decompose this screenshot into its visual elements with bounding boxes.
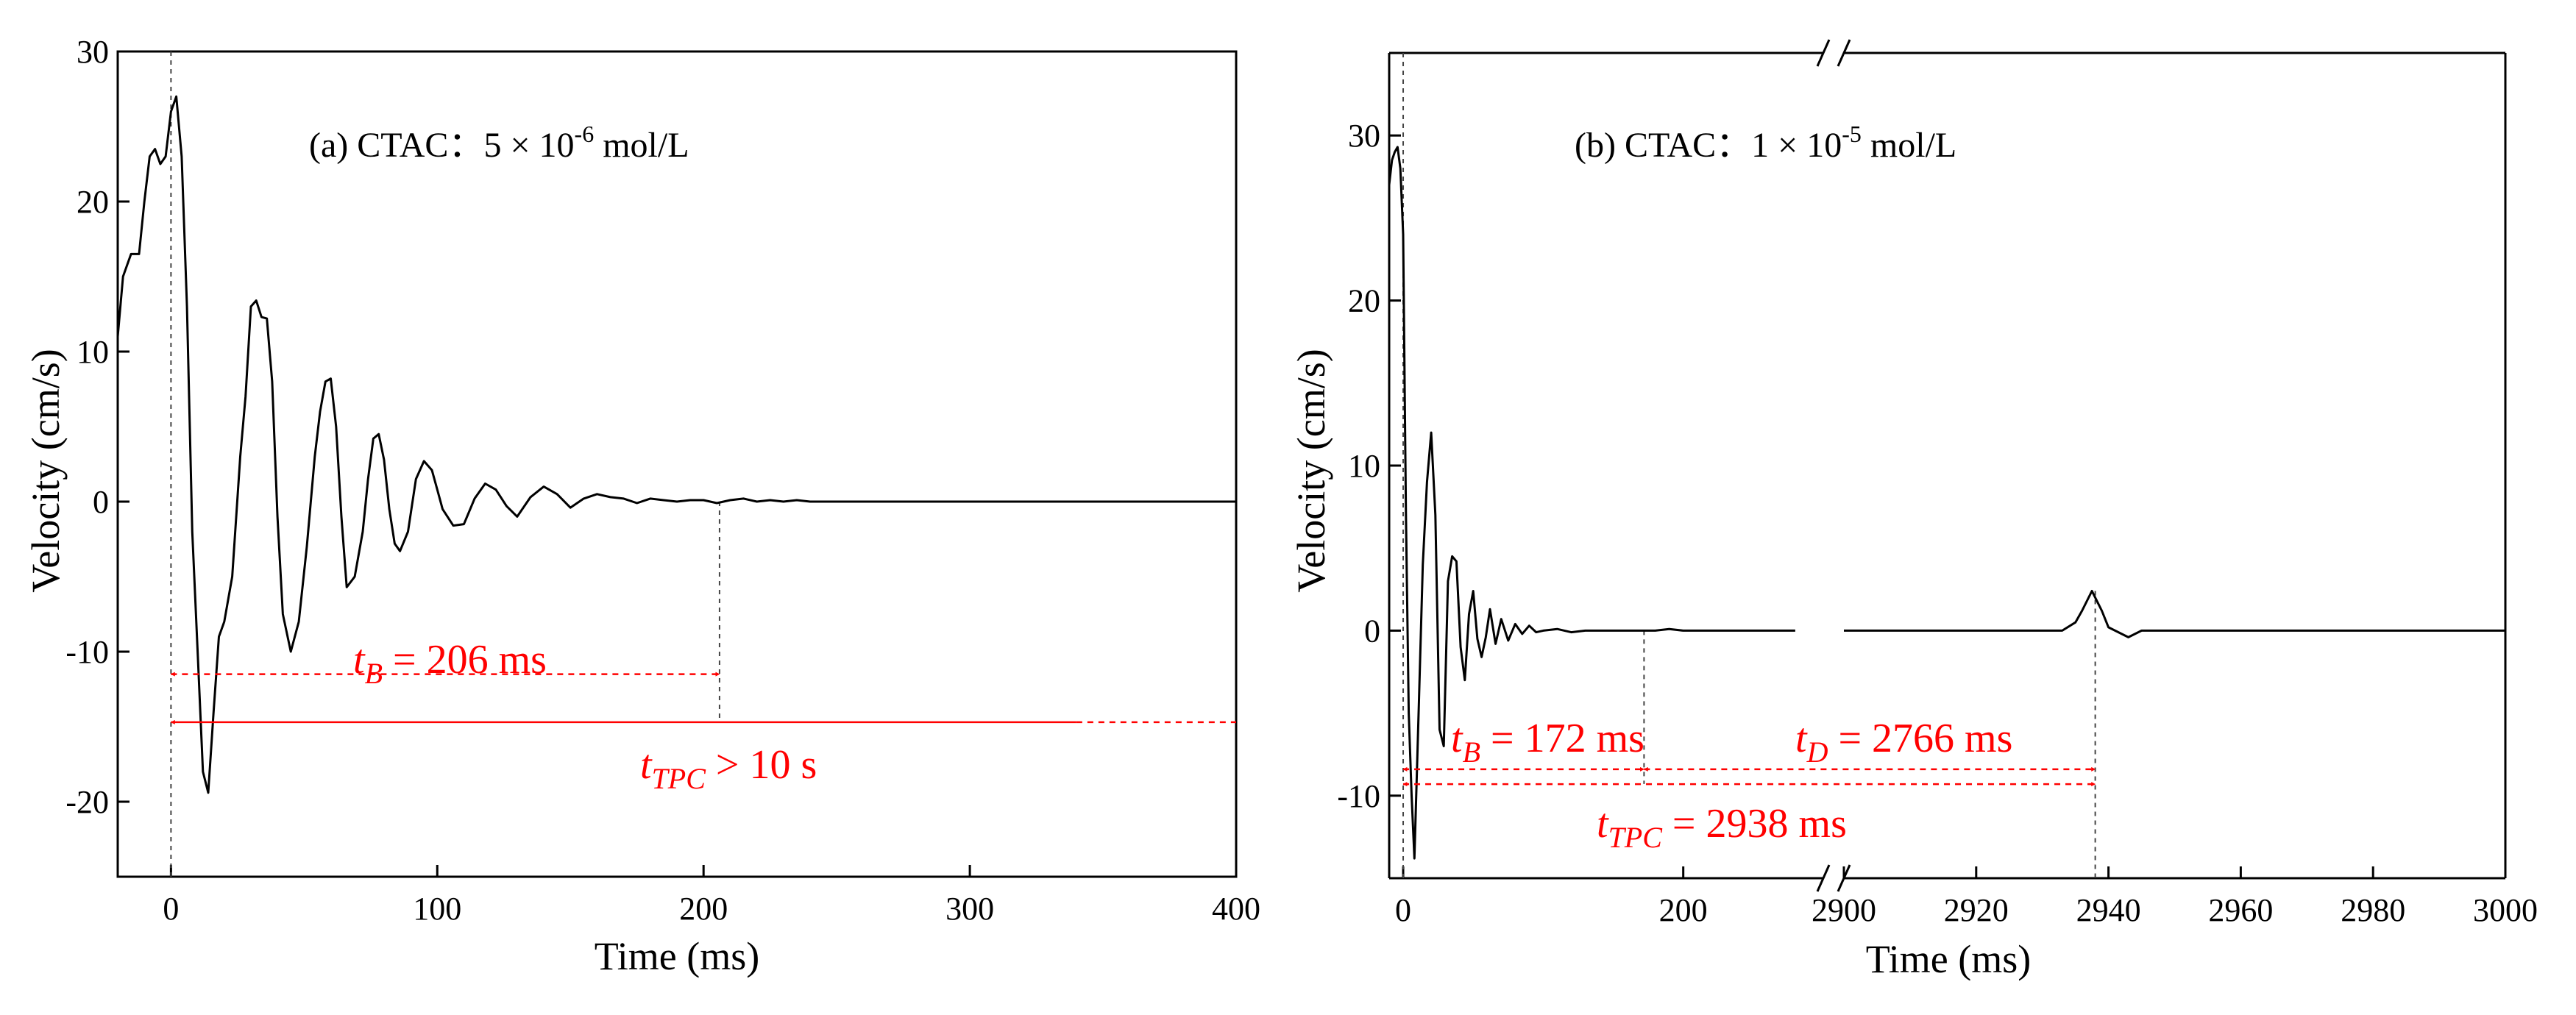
- panel-a-y-axis-title: Velocity (cm/s): [24, 349, 68, 592]
- axis-break-mark-top-1: [1816, 39, 1831, 67]
- panel-b-x-tick-label: 2960: [2208, 892, 2273, 928]
- panel-b-x-tick-label: 2980: [2341, 892, 2405, 928]
- panel-a-x-tick-label: 0: [163, 891, 179, 927]
- panel-b-y-axis-title: Velocity (cm/s): [1289, 349, 1333, 592]
- panel-b-x-tick-label: 2940: [2076, 892, 2141, 928]
- panel-b-x-tick-label: 200: [1659, 892, 1708, 928]
- panel-a-velocity-trace: [116, 95, 1236, 794]
- panel-a-x-tick-label: 200: [679, 891, 728, 927]
- panel-a-x-tick-label: 100: [413, 891, 461, 927]
- panel-b-td-label: tD = 2766 ms: [1795, 716, 2012, 769]
- panel-b-y-tick-label: 30: [1348, 118, 1380, 154]
- panel-a-x-axis-title: Time (ms): [595, 934, 760, 978]
- panel-b-x-tick-label: 0: [1395, 892, 1411, 928]
- panel-a-x-tick-label: 400: [1212, 891, 1260, 927]
- panel-b-tpc-label: tTPC = 2938 ms: [1597, 801, 1847, 854]
- axis-break-mark-bottom-1: [1816, 864, 1831, 892]
- panel-b-y-tick-label: 0: [1364, 613, 1380, 649]
- panel-a-y-tick-label: -20: [65, 784, 109, 820]
- panel-a-y-tick-label: 20: [77, 184, 109, 220]
- panel-a-x-tick-label: 300: [945, 891, 994, 927]
- panel-b-x-tick-label: 3000: [2473, 892, 2538, 928]
- panel-b-title: (b) CTAC：1 × 10-5 mol/L: [1575, 121, 1956, 165]
- panel-b-y-tick-label: -10: [1337, 778, 1380, 814]
- panel-b-tb-label: tB = 172 ms: [1451, 716, 1644, 769]
- panel-a-plot-frame: [116, 50, 1238, 878]
- panel-b-x-axis-title: Time (ms): [1866, 937, 2032, 981]
- panel-a-tpc-label: tTPC > 10 s: [640, 742, 817, 795]
- axis-break-mark-top-2: [1837, 39, 1851, 67]
- panel-b-x-tick-label: 2920: [1944, 892, 2009, 928]
- panel-a-y-tick-label: 10: [77, 334, 109, 370]
- panel-b-y-tick-label: 10: [1348, 448, 1380, 484]
- panel-a-title: (a) CTAC：5 × 10-6 mol/L: [309, 121, 689, 165]
- panel-a-y-tick-label: -10: [65, 634, 109, 670]
- panel-a-y-tick-label: 30: [77, 34, 109, 70]
- panel-a-y-tick-label: 0: [93, 484, 109, 520]
- panel-b-velocity-trace-early: [1388, 146, 1795, 860]
- panel-b-x-tick-label: 2900: [1812, 892, 1876, 928]
- panel-b-velocity-trace-late: [1844, 590, 2505, 638]
- panel-a-tb-label: tB = 206 ms: [353, 637, 547, 690]
- panel-b-y-tick-label: 20: [1348, 283, 1380, 319]
